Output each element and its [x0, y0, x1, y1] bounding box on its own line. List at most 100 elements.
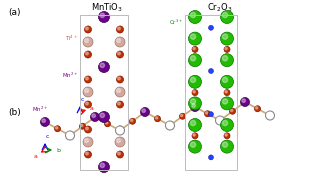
Text: c: c — [46, 134, 50, 139]
Circle shape — [209, 69, 213, 73]
Circle shape — [190, 77, 196, 82]
Circle shape — [225, 91, 227, 93]
Circle shape — [105, 121, 110, 127]
Circle shape — [115, 137, 125, 147]
Circle shape — [220, 97, 234, 110]
Circle shape — [84, 51, 92, 58]
Text: Ti$^{4+}$: Ti$^{4+}$ — [65, 33, 78, 43]
Text: MnTiO$_3$: MnTiO$_3$ — [91, 2, 123, 15]
Circle shape — [79, 123, 85, 129]
Circle shape — [99, 111, 109, 123]
Circle shape — [115, 87, 125, 97]
Circle shape — [117, 102, 120, 105]
Circle shape — [225, 47, 227, 50]
Circle shape — [190, 12, 196, 18]
Circle shape — [209, 25, 213, 30]
Circle shape — [220, 54, 234, 67]
Circle shape — [42, 119, 45, 122]
Circle shape — [84, 138, 89, 143]
Text: a: a — [34, 154, 38, 159]
Circle shape — [85, 77, 88, 80]
Circle shape — [115, 37, 125, 47]
Circle shape — [193, 47, 195, 50]
Circle shape — [54, 126, 60, 132]
Circle shape — [99, 12, 109, 22]
Circle shape — [205, 112, 208, 114]
Circle shape — [222, 34, 228, 39]
Circle shape — [116, 26, 124, 33]
Circle shape — [217, 117, 220, 121]
Circle shape — [83, 87, 93, 97]
Circle shape — [188, 140, 202, 153]
Circle shape — [192, 90, 198, 96]
Circle shape — [190, 99, 196, 104]
Circle shape — [165, 121, 174, 130]
Circle shape — [167, 122, 171, 126]
Circle shape — [130, 118, 135, 124]
Circle shape — [222, 142, 228, 147]
Circle shape — [142, 109, 146, 112]
Circle shape — [222, 99, 228, 104]
Circle shape — [100, 63, 105, 68]
Circle shape — [41, 118, 50, 127]
Circle shape — [116, 101, 124, 108]
Circle shape — [180, 113, 186, 119]
Circle shape — [155, 116, 161, 122]
Circle shape — [254, 106, 260, 112]
Circle shape — [116, 138, 121, 143]
Circle shape — [190, 142, 196, 147]
Circle shape — [116, 151, 124, 158]
Circle shape — [220, 75, 234, 88]
Circle shape — [190, 102, 199, 111]
Circle shape — [225, 134, 227, 136]
Circle shape — [66, 131, 75, 140]
Circle shape — [116, 76, 124, 83]
Circle shape — [222, 12, 228, 18]
Circle shape — [85, 127, 88, 130]
Text: Cr$_2$O$_3$: Cr$_2$O$_3$ — [207, 2, 233, 15]
Circle shape — [131, 119, 133, 122]
Circle shape — [116, 89, 121, 93]
Circle shape — [116, 126, 124, 135]
Circle shape — [188, 97, 202, 110]
Circle shape — [84, 151, 92, 158]
Text: Cr$^{3+}$: Cr$^{3+}$ — [169, 17, 183, 27]
Circle shape — [85, 152, 88, 155]
Circle shape — [100, 13, 105, 17]
Circle shape — [222, 77, 228, 82]
Circle shape — [220, 140, 234, 153]
Circle shape — [84, 89, 89, 93]
Text: b: b — [56, 148, 60, 154]
Circle shape — [192, 104, 196, 107]
Circle shape — [83, 137, 93, 147]
Circle shape — [229, 108, 236, 114]
Circle shape — [117, 27, 120, 30]
Circle shape — [117, 52, 120, 55]
Circle shape — [99, 161, 109, 172]
Circle shape — [116, 39, 121, 42]
Circle shape — [222, 56, 228, 61]
Circle shape — [204, 111, 211, 117]
Circle shape — [85, 27, 88, 30]
Circle shape — [230, 109, 233, 112]
Circle shape — [84, 101, 92, 108]
Circle shape — [215, 116, 225, 125]
Circle shape — [84, 126, 92, 133]
Circle shape — [224, 90, 230, 96]
Circle shape — [84, 76, 92, 83]
Circle shape — [220, 118, 234, 132]
Text: a: a — [90, 107, 94, 111]
Text: Mn$^{2+}$: Mn$^{2+}$ — [32, 105, 48, 114]
Circle shape — [266, 111, 275, 120]
Circle shape — [92, 114, 95, 118]
Bar — [80, 15, 128, 170]
Text: Mn$^{2+}$: Mn$^{2+}$ — [62, 70, 78, 80]
Circle shape — [209, 155, 213, 160]
Circle shape — [192, 46, 198, 52]
Circle shape — [117, 127, 120, 131]
Text: c: c — [81, 97, 84, 102]
Circle shape — [117, 127, 120, 130]
Circle shape — [140, 107, 149, 116]
Circle shape — [83, 37, 93, 47]
Circle shape — [105, 122, 108, 124]
